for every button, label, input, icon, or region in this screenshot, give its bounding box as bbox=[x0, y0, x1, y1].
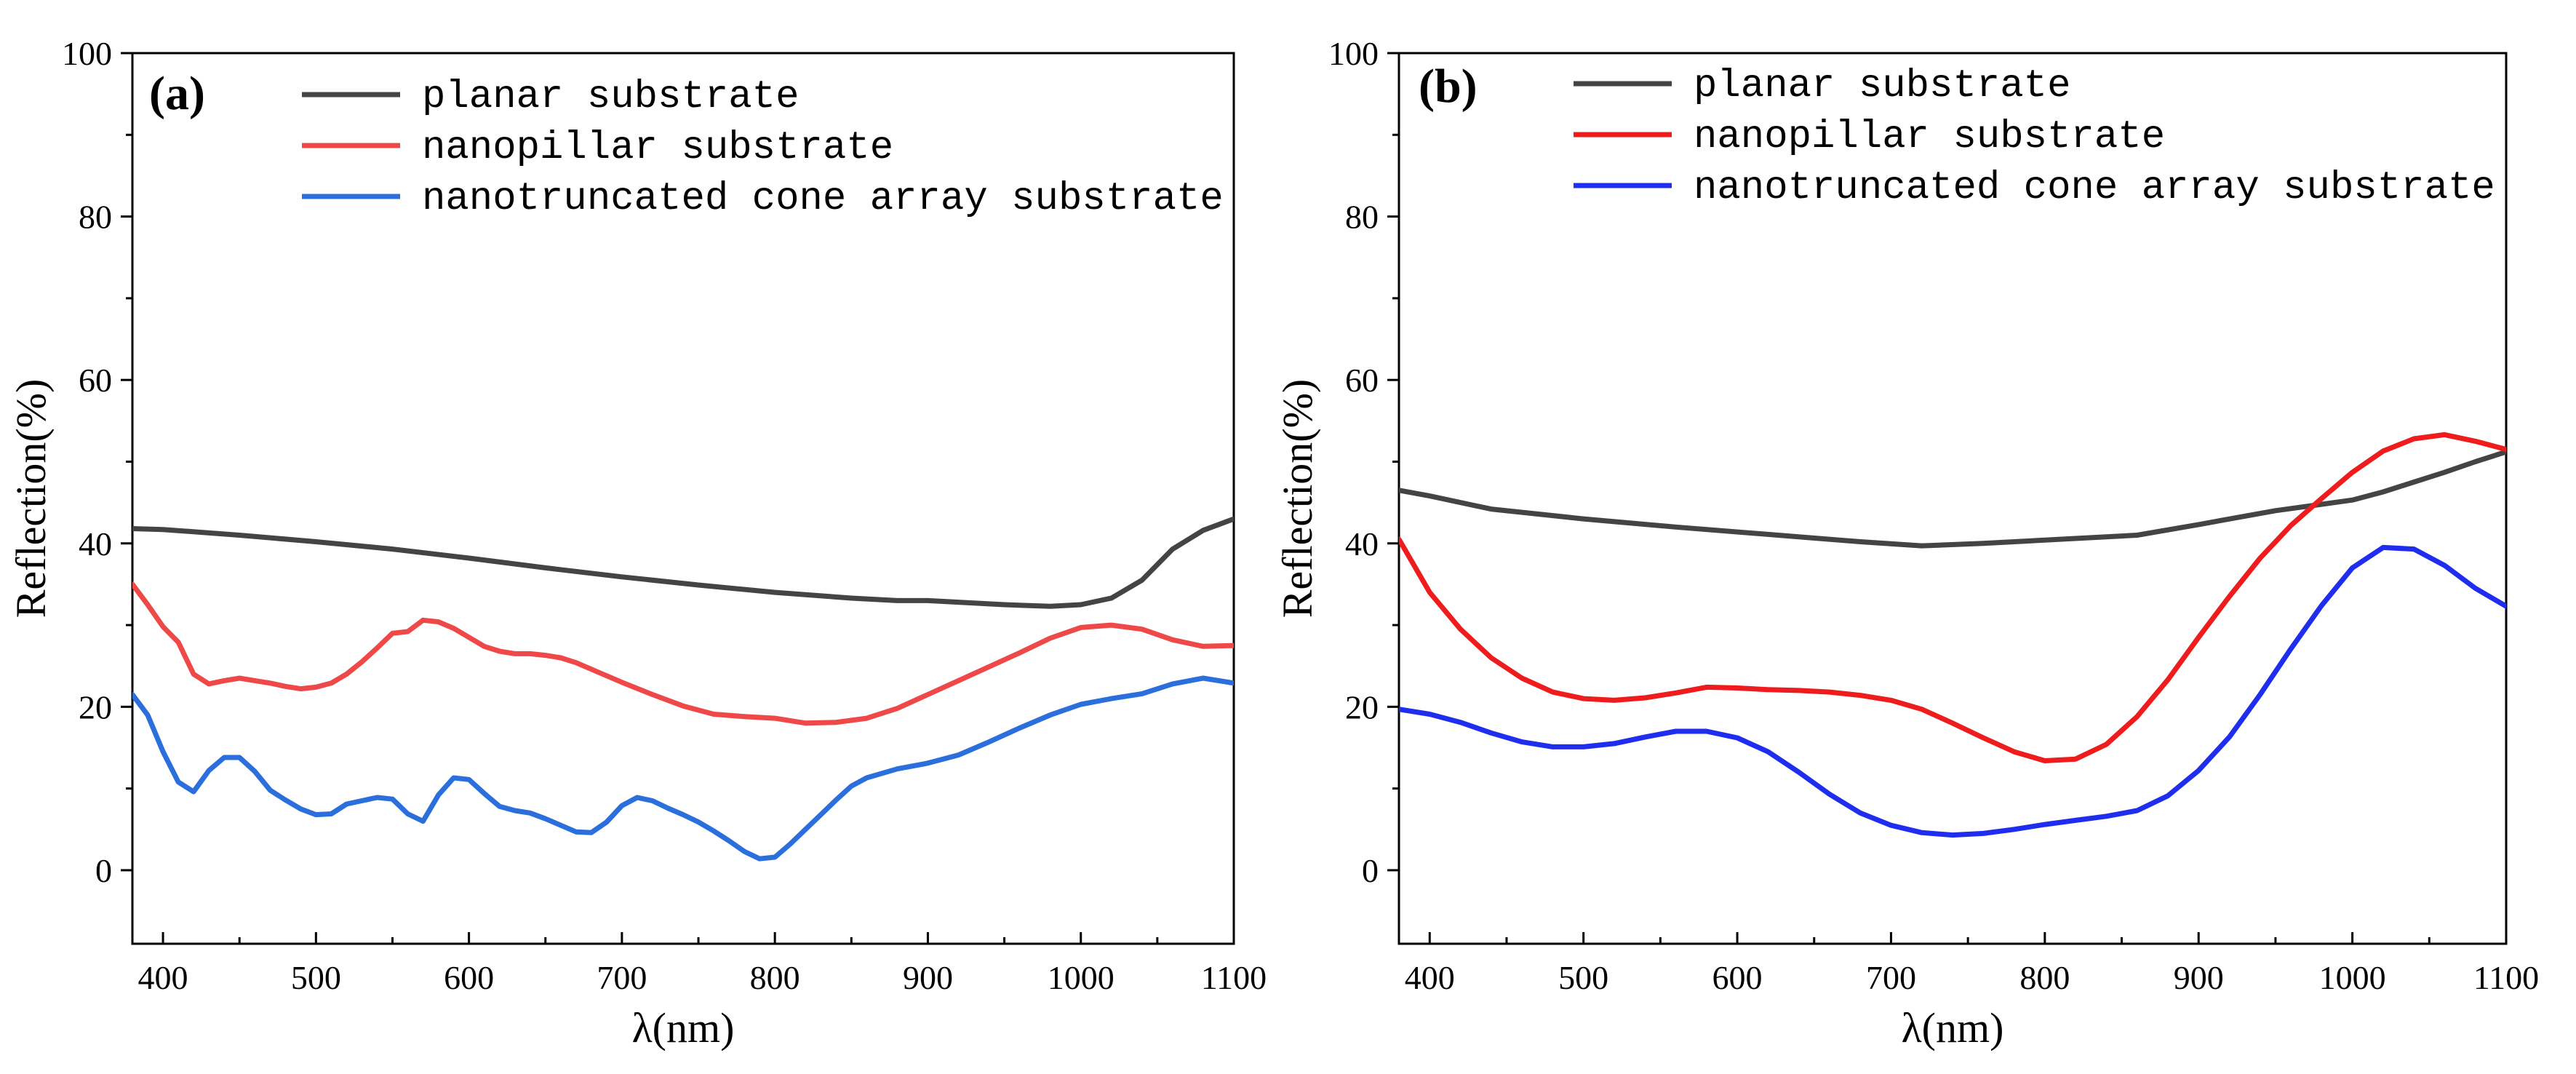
panel-a: 400 500 600 700 800 900 1000 1100 0 20 40 60 80 100 λ(… bbox=[7, 35, 1267, 1051]
x-tick-label: 500 bbox=[1558, 959, 1608, 996]
panel-b: 400 500 600 700 800 900 1000 1100 0 20 40 60 80 100 λ(… bbox=[1274, 35, 2539, 1051]
series-line-1 bbox=[1399, 449, 2506, 549]
y-tick-label: 20 bbox=[1345, 688, 1379, 725]
y-tick-label: 100 bbox=[1328, 35, 1379, 72]
plot-frame bbox=[1397, 52, 2508, 945]
y-axis-label: Reflection(%) bbox=[7, 379, 55, 618]
x-tick-label: 1100 bbox=[1201, 959, 1267, 996]
panel-label: (a) bbox=[149, 67, 205, 120]
x-tick-label: 700 bbox=[1866, 959, 1916, 996]
legend-entry: nanopillar substrate bbox=[422, 126, 893, 170]
y-tick-label: 20 bbox=[79, 688, 112, 725]
x-tick-label: 800 bbox=[750, 959, 800, 996]
series-line-1 bbox=[132, 516, 1234, 609]
legend-entry: nanotruncated cone array substrate bbox=[1694, 166, 2495, 210]
x-tick-label: 800 bbox=[2019, 959, 2070, 996]
x-tick-label: 1100 bbox=[2473, 959, 2539, 996]
series-line-3 bbox=[132, 675, 1234, 862]
x-tick-label: 500 bbox=[291, 959, 341, 996]
y-tick-label: 60 bbox=[1345, 362, 1379, 399]
x-tick-label: 600 bbox=[444, 959, 494, 996]
x-tick-label: 400 bbox=[138, 959, 188, 996]
legend-entry: nanotruncated cone array substrate bbox=[422, 177, 1224, 221]
series-line-2 bbox=[132, 581, 1234, 726]
plot-frame bbox=[131, 52, 1235, 945]
x-tick-label: 900 bbox=[903, 959, 953, 996]
legend-entry: nanopillar substrate bbox=[1694, 115, 2165, 159]
x-tick-label: 600 bbox=[1712, 959, 1763, 996]
y-tick-label: 40 bbox=[79, 525, 112, 562]
y-tick-label: 60 bbox=[79, 362, 112, 399]
y-axis-label: Reflection(%) bbox=[1274, 379, 1321, 618]
x-tick-label: 1000 bbox=[2319, 959, 2386, 996]
y-tick-label: 40 bbox=[1345, 525, 1379, 562]
x-axis-label: λ(nm) bbox=[632, 1004, 735, 1051]
y-tick-label: 0 bbox=[1362, 852, 1379, 889]
series-line-3 bbox=[1399, 544, 2506, 838]
x-tick-label: 700 bbox=[597, 959, 647, 996]
x-tick-label: 900 bbox=[2174, 959, 2224, 996]
y-tick-label: 80 bbox=[1345, 199, 1379, 236]
x-tick-label: 1000 bbox=[1048, 959, 1114, 996]
x-tick-label: 400 bbox=[1405, 959, 1455, 996]
series-group bbox=[1399, 431, 2506, 838]
series-line-2 bbox=[1399, 431, 2506, 763]
y-tick-label: 0 bbox=[95, 852, 112, 889]
legend-entry: planar substrate bbox=[1694, 64, 2070, 108]
series-group bbox=[132, 516, 1234, 862]
legend-entry: planar substrate bbox=[422, 75, 799, 119]
y-tick-label: 100 bbox=[62, 35, 112, 72]
panel-label: (b) bbox=[1419, 60, 1478, 113]
y-tick-label: 80 bbox=[79, 199, 112, 236]
x-axis-label: λ(nm) bbox=[1902, 1004, 2004, 1051]
